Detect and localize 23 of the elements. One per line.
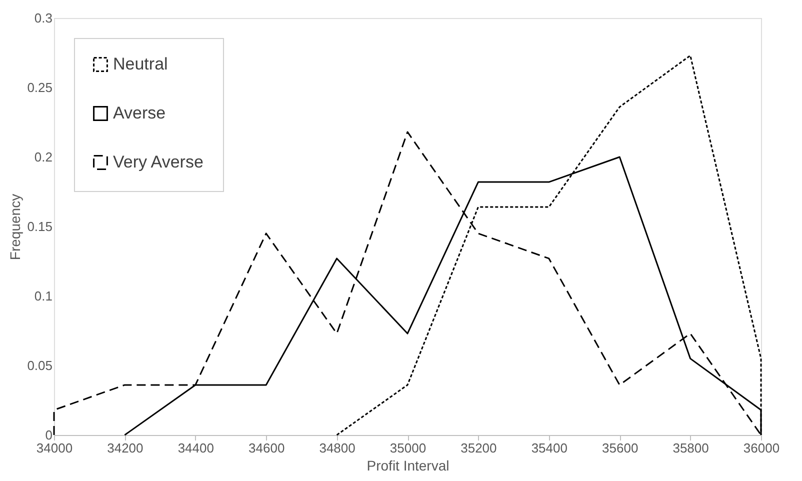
x-tick-label: 34000	[36, 440, 73, 456]
y-tick-label: 0.2	[34, 150, 52, 164]
x-tick-label: 34200	[107, 440, 144, 456]
x-tick-label: 34800	[319, 440, 356, 456]
y-axis-title: Frequency	[7, 194, 24, 260]
x-tick-label: 34600	[248, 440, 285, 456]
y-tick-label: 0.1	[34, 288, 52, 304]
x-tick-label: 34400	[178, 440, 214, 456]
legend-label: Very Averse	[113, 152, 204, 172]
x-axis-title: Profit Interval	[366, 458, 450, 474]
y-tick-label: 0.3	[34, 10, 52, 26]
y-tick-label: 0.25	[27, 80, 52, 95]
legend-label: Neutral	[113, 54, 168, 74]
y-tick-label: 0.15	[27, 219, 52, 234]
x-tick-label: 35600	[602, 440, 638, 456]
y-tick-label: 0.05	[27, 358, 52, 373]
x-tick-label: 36000	[743, 440, 780, 456]
legend-label: Averse	[113, 104, 166, 122]
x-tick-label: 35400	[531, 440, 568, 456]
x-tick-label: 35800	[672, 440, 709, 456]
y-tick-label: 0	[45, 428, 52, 442]
x-tick-label: 35000	[390, 440, 426, 456]
x-tick-label: 35200	[460, 440, 497, 456]
